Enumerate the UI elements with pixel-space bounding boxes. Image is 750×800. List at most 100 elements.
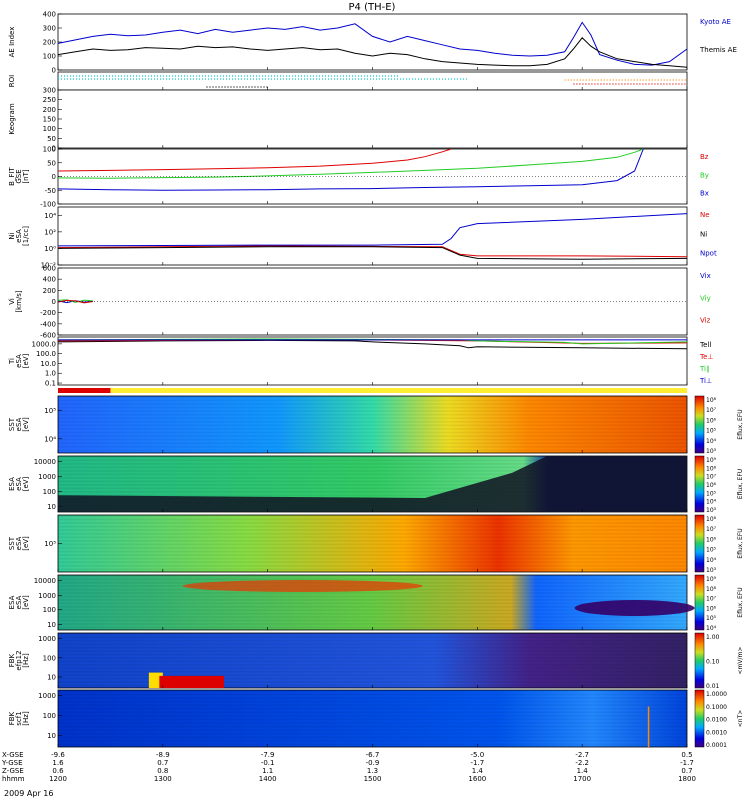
colorbar-label-sst_i: Eflux, EFU — [737, 528, 744, 558]
heatmap-stripe — [58, 431, 687, 434]
ytick-label-ni: 10⁰ — [44, 245, 56, 253]
heatmap-stripe — [58, 707, 687, 710]
ytick-label-ti: 10.0 — [40, 360, 56, 368]
panel-bg-ti — [58, 337, 687, 385]
colorbar-tick-esa_e: 10⁴ — [706, 499, 717, 506]
footer-value-0-4: -5.0 — [470, 751, 484, 759]
colorbar-fbk_b — [694, 689, 705, 748]
ytick-label-ti: 1000.0 — [32, 340, 57, 348]
ylabel-ni: [1/cc] — [22, 226, 30, 246]
colorbar-tick-esa_e: 10⁶ — [706, 482, 717, 489]
ylabel-fbk_e: [Hz] — [22, 653, 30, 668]
esa-dark-region — [58, 456, 687, 512]
heatmap-stripe — [58, 410, 687, 413]
footer-value-1-3: -0.9 — [366, 759, 380, 767]
heatmap-stripe — [58, 736, 687, 739]
heatmap-stripe — [58, 456, 687, 458]
ylabel-sst_i: [eV] — [22, 536, 30, 551]
panel-roi: ROI — [8, 71, 688, 91]
ylabel-esa_i: ESA — [8, 595, 16, 609]
panel-fbk_e: FBK efp12 [Hz] 1000 100 10 — [8, 632, 688, 689]
ylabel-bfit: B_FIT — [8, 166, 16, 185]
footer-value-2-6: 0.7 — [681, 767, 692, 775]
heatmap-stripe — [58, 522, 687, 524]
heatmap-stripe — [58, 639, 687, 642]
colorbar-tick-fbk_e: 1.00 — [706, 634, 720, 641]
series-ni-Npot — [57, 213, 688, 247]
heatmap-stripe — [58, 536, 687, 539]
ylabel-vi: Vi — [8, 298, 16, 305]
heatmap-stripe — [58, 525, 687, 528]
heatmap-stripe — [58, 480, 687, 483]
heatmap-stripe — [58, 442, 687, 445]
ytick-label-keogram: 250 — [43, 96, 56, 104]
colorbar-tick-esa_i: 10⁴ — [706, 625, 717, 632]
ylabel-sst_e: eSA — [15, 417, 23, 431]
heatmap-stripe — [58, 592, 687, 594]
ytick-label-esa_e: 10000 — [34, 458, 56, 466]
heatmap-stripe — [58, 650, 687, 652]
ylabel-ti: [eV] — [22, 353, 30, 368]
footer-value-2-2: 1.1 — [262, 767, 273, 775]
ytick-label-sst_e: 10⁵ — [44, 407, 56, 415]
heatmap-stripe — [58, 722, 687, 724]
heatmap-stripe — [58, 718, 687, 721]
heatmap-stripe — [58, 438, 687, 441]
heatmap-stripe — [58, 674, 687, 676]
footer-value-1-0: 1.6 — [52, 759, 64, 767]
panel-bg-keogram — [58, 90, 687, 148]
heatmap-stripe — [58, 729, 687, 731]
footer-value-1-4: -1.7 — [470, 759, 484, 767]
legend-bfit-2: Bx — [700, 190, 709, 198]
colorbar-tick-fbk_b: 1.0000 — [706, 691, 727, 698]
footer-value-3-6: 1800 — [678, 775, 696, 783]
colorbar-fbk_e — [694, 632, 705, 689]
ytick-label-fbk_e: 1000 — [38, 635, 56, 643]
legend-vi-1: Viy — [700, 294, 711, 302]
ytick-label-bfit: -50 — [45, 187, 56, 195]
heatmap-stripe — [58, 466, 687, 469]
legend-ti-3: Ti⊥ — [699, 377, 712, 385]
heatmap-stripe — [58, 636, 687, 639]
heatmap-stripe — [58, 564, 687, 567]
footer-value-3-4: 1600 — [468, 775, 486, 783]
heatmap-stripe — [58, 473, 687, 476]
colorbar-tick-sst_e: 10⁶ — [706, 417, 717, 424]
ylabel-sst_i: SST — [8, 536, 16, 550]
ylabel-fbk_b: FBK — [8, 711, 16, 725]
ytick-label-fbk_e: 100 — [43, 654, 56, 662]
heatmap-stripe — [58, 406, 687, 409]
colorbar-sst_i — [694, 514, 705, 573]
ytick-label-fbk_b: 1000 — [38, 692, 56, 700]
heatmap-stripe — [58, 484, 687, 486]
ylabel-sst_e: [eV] — [22, 417, 30, 432]
ytick-label-ni: 10² — [44, 228, 56, 236]
ylabel-esa_i: [eV] — [22, 595, 30, 610]
heatmap-stripe — [58, 539, 687, 542]
heatmap-sst_i — [58, 515, 687, 572]
colorbar-tick-esa_i: 10⁶ — [706, 605, 717, 612]
colorbar-tick-sst_e: 10⁸ — [706, 397, 717, 404]
heatmap-stripe — [58, 420, 687, 423]
fbk-burst-core — [159, 675, 224, 688]
ylabel-esa_e: ESA — [8, 477, 16, 491]
colorbar-tick-esa_e: 10⁷ — [706, 474, 717, 481]
colorbar-tick-esa_i: 10⁷ — [706, 596, 717, 603]
heatmap-stripe — [58, 403, 687, 405]
ytick-label-fbk_b: 100 — [43, 712, 56, 720]
colorbar-tick-fbk_b: 0.0100 — [706, 717, 727, 724]
ytick-label-ni: 10⁻² — [41, 262, 57, 270]
footer-value-0-2: -7.9 — [261, 751, 275, 759]
date-label: 2009 Apr 16 — [4, 789, 53, 798]
colorbar-tick-sst_e: 10³ — [706, 448, 717, 455]
heatmap-stripe — [58, 697, 687, 699]
ytick-label-esa_i: 10000 — [34, 577, 56, 585]
heatmap-stripe — [58, 643, 687, 646]
ytick-label-bfit: 50 — [47, 159, 56, 167]
ytick-label-keogram: 0 — [52, 145, 56, 153]
series-vi-Viy — [57, 299, 93, 303]
colorbar-tick-fbk_e: 0.01 — [706, 683, 720, 690]
heatmap-stripe — [58, 561, 687, 564]
heatmap-stripe — [58, 609, 687, 612]
